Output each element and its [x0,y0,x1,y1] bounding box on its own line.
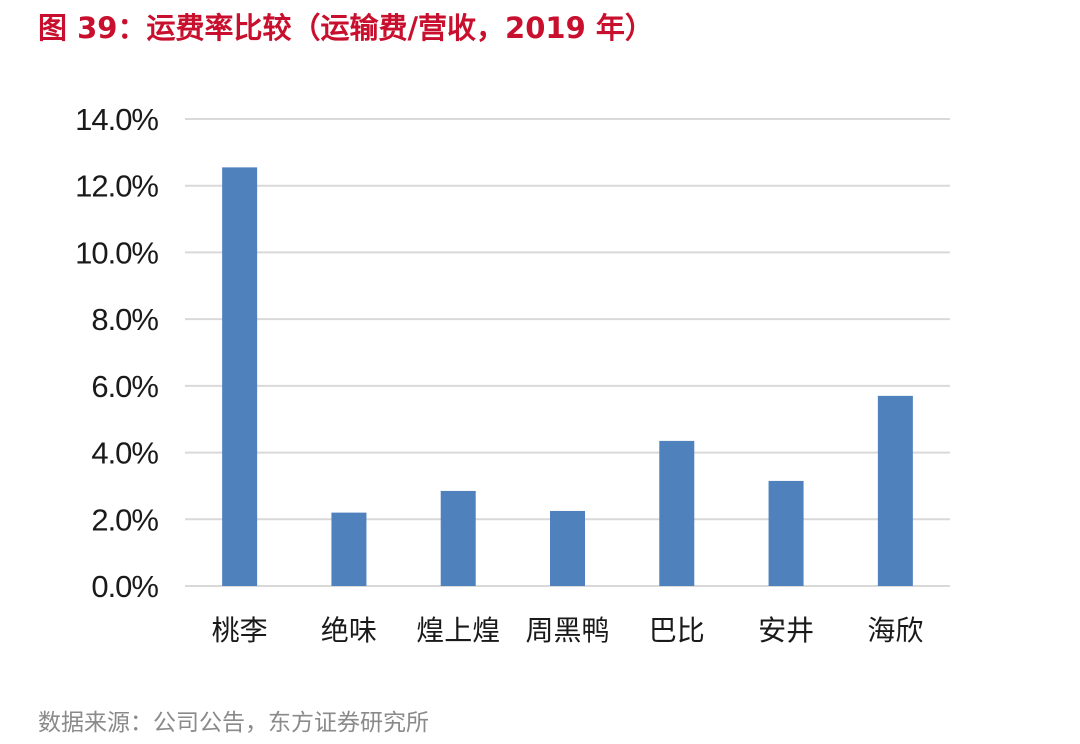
x-category-label: 海欣 [867,614,923,647]
x-category-label: 巴比 [649,614,705,647]
bar-chart: 0.0% 2.0% 4.0% 6.0% 8.0% 10.0% 12.0% 14.0% 桃李 绝味… [75,102,950,647]
y-tick-label: 10.0% [75,235,158,270]
x-axis-category-labels: 桃李 绝味 煌上煌 周黑鸭 巴比 安井 海欣 [212,614,924,647]
y-tick-label: 8.0% [91,302,158,337]
y-tick-label: 0.0% [91,569,158,604]
y-tick-label: 6.0% [91,369,158,404]
bar [331,512,367,586]
x-category-label: 绝味 [321,614,377,647]
x-category-label: 安井 [758,614,814,647]
y-axis-tick-labels: 0.0% 2.0% 4.0% 6.0% 8.0% 10.0% 12.0% 14.0% [75,102,159,604]
y-tick-label: 2.0% [91,502,158,537]
bar [659,440,695,586]
bar [440,490,476,586]
bars [222,167,913,586]
bar [222,167,258,586]
bar [877,395,913,586]
x-category-label: 桃李 [212,614,268,647]
figure-title: 图 39：运费率比较（运输费/营收，2019 年） [38,11,654,45]
bar [550,510,585,586]
x-category-label: 周黑鸭 [525,614,609,647]
y-tick-label: 12.0% [75,169,158,204]
y-tick-label: 4.0% [91,436,158,471]
bar [768,480,804,586]
source-note: 数据来源：公司公告，东方证券研究所 [38,710,429,736]
y-tick-label: 14.0% [75,102,158,137]
x-category-label: 煌上煌 [416,614,500,647]
